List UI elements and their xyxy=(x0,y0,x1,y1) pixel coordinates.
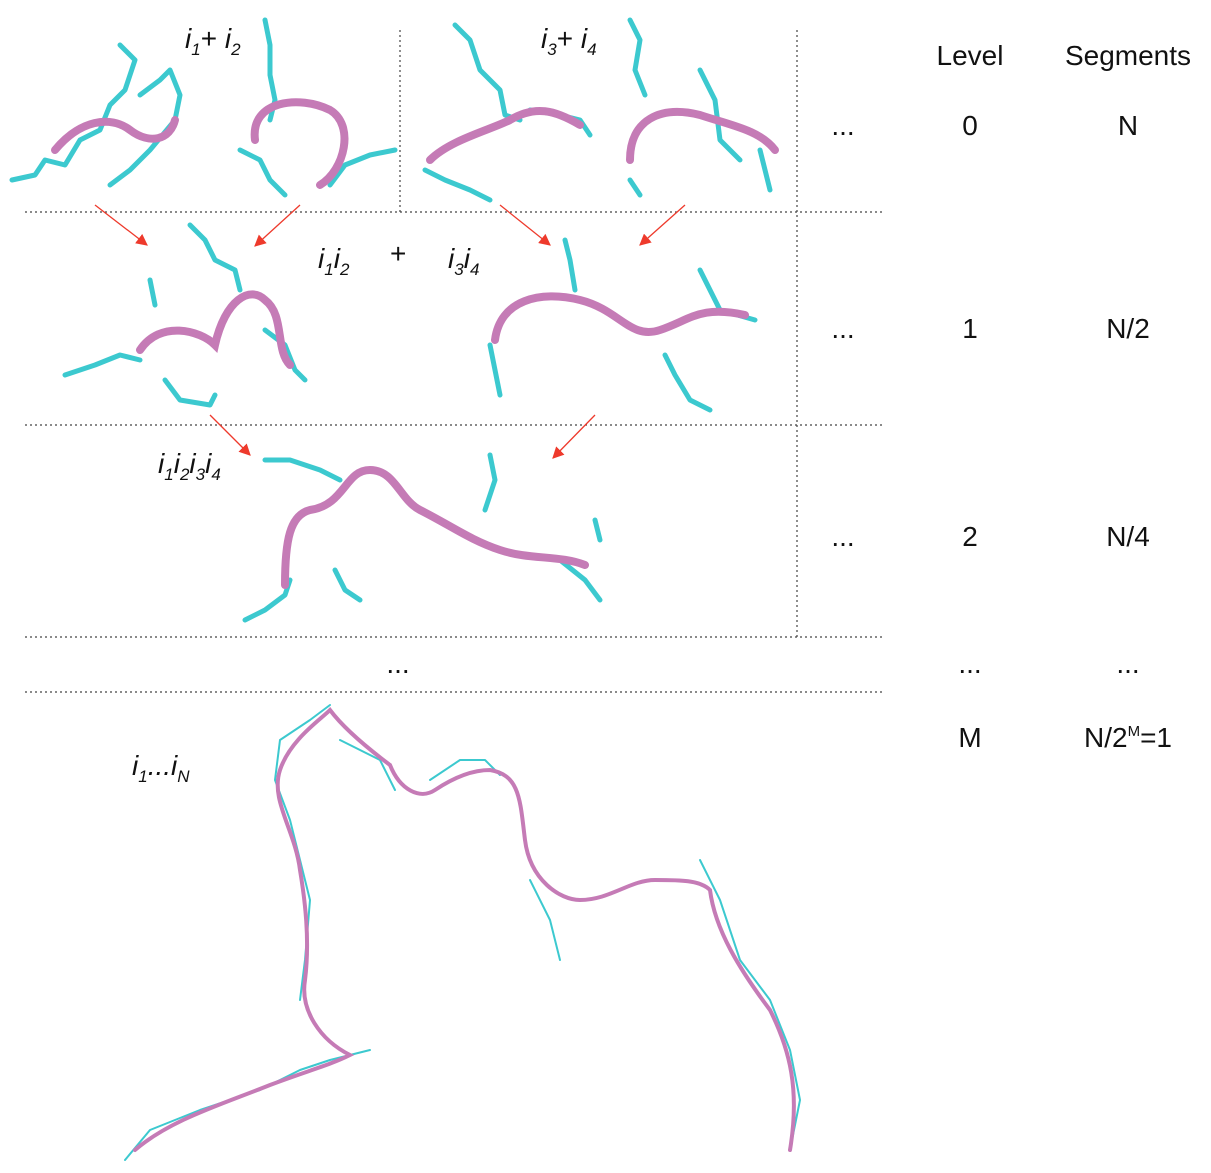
level: 2 xyxy=(962,521,978,552)
label-level1-right: i3i4 xyxy=(448,243,480,279)
label-level1-plus: + xyxy=(390,238,407,269)
term: i xyxy=(158,448,165,479)
subscript: 2 xyxy=(231,40,241,59)
label-level-final: i1...iN xyxy=(132,750,190,786)
segments: N xyxy=(1117,110,1139,141)
merge-arrows xyxy=(94,204,686,459)
level: 0 xyxy=(962,110,978,141)
subscript: 4 xyxy=(469,260,480,279)
segments: ... xyxy=(1116,648,1140,679)
term: i xyxy=(333,243,340,274)
molecule-level0-2 xyxy=(237,17,398,198)
level: ... xyxy=(958,648,982,679)
term: i xyxy=(580,23,588,54)
subscript: 4 xyxy=(211,465,221,484)
label-level0-right: i3+ i4 xyxy=(541,23,597,59)
ellipsis: ... xyxy=(147,750,172,781)
subscript: 4 xyxy=(587,40,597,59)
subscript: 3 xyxy=(547,40,557,59)
subscript: 1 xyxy=(164,465,174,484)
subscript: 3 xyxy=(454,260,464,279)
more: ... xyxy=(831,313,855,344)
molecule-level0-4 xyxy=(626,17,779,198)
label-level1-left: i1i2 xyxy=(318,243,350,279)
segments-result: =1 xyxy=(1140,722,1173,753)
term: i xyxy=(224,23,232,54)
term: i xyxy=(185,23,192,54)
subscript: 1 xyxy=(191,40,201,59)
molecule-level0-1 xyxy=(9,42,183,188)
subscript: 1 xyxy=(324,260,334,279)
operator: + xyxy=(200,23,225,54)
term: i xyxy=(171,750,178,781)
term: i xyxy=(173,448,180,479)
term: i xyxy=(463,243,470,274)
molecule-level1-2 xyxy=(487,237,758,413)
segments: N/2M=1 xyxy=(1084,724,1172,752)
molecule-final xyxy=(124,704,801,1161)
level: M xyxy=(958,722,982,753)
term: i xyxy=(189,448,196,479)
term: i xyxy=(541,23,548,54)
subscript: 1 xyxy=(138,767,148,786)
molecule-level1-1 xyxy=(62,222,308,408)
term: i xyxy=(448,243,455,274)
segments-base: N/2 xyxy=(1083,722,1128,753)
superscript: M xyxy=(1127,723,1141,740)
level: 1 xyxy=(962,313,978,344)
segments: N/2 xyxy=(1106,313,1150,344)
more: ... xyxy=(831,110,855,141)
header-segments: Segments xyxy=(1064,40,1192,71)
segments: N/4 xyxy=(1106,521,1150,552)
subscript: N xyxy=(177,767,190,786)
label-level0-left: i1+ i2 xyxy=(185,23,241,59)
more: ... xyxy=(831,521,855,552)
label-level2: i1i2i3i4 xyxy=(158,448,221,484)
subscript: 2 xyxy=(179,465,190,484)
molecule-level0-3 xyxy=(422,22,593,203)
dividers xyxy=(25,30,885,693)
operator: + xyxy=(556,23,581,54)
term: i xyxy=(132,750,139,781)
subscript: 3 xyxy=(195,465,206,484)
label-level-gap: ... xyxy=(386,648,410,679)
subscript: 2 xyxy=(339,260,350,279)
term: i xyxy=(318,243,325,274)
molecule-level2 xyxy=(242,452,603,623)
header-level: Level xyxy=(936,40,1004,71)
term: i xyxy=(205,448,212,479)
